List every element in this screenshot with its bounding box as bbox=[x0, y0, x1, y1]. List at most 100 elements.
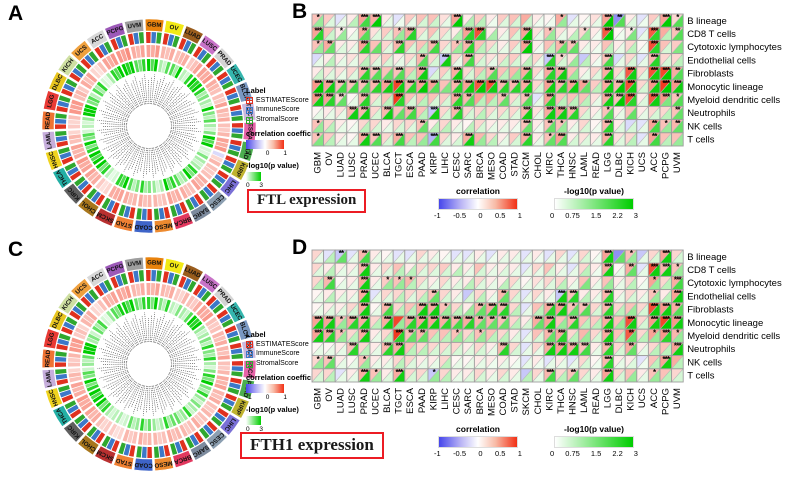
heatmap-cell bbox=[335, 106, 347, 119]
heatmap-cell bbox=[486, 120, 498, 133]
heatmap-cell bbox=[463, 67, 475, 80]
radial-value-text-mark bbox=[153, 148, 158, 172]
heatmap-cell bbox=[590, 106, 602, 119]
radial-value-text-mark bbox=[117, 142, 134, 159]
logp-gradient-bar bbox=[246, 416, 261, 425]
heatmap-grid: ********************B lineage***********… bbox=[312, 13, 782, 180]
heatmap-cell bbox=[312, 369, 324, 382]
heatmap-cell bbox=[637, 329, 649, 342]
heatmap-cell bbox=[335, 14, 347, 27]
heatmap-cell bbox=[509, 356, 521, 369]
heatmap-cell bbox=[358, 54, 370, 67]
radial-value-text-mark bbox=[150, 315, 151, 342]
radial-value-text-mark bbox=[171, 355, 195, 360]
column-label: PCPG bbox=[660, 388, 671, 415]
heatmap-cell: *** bbox=[474, 79, 486, 93]
heatmap-cell bbox=[324, 106, 336, 119]
heatmap-cell: *** bbox=[451, 79, 463, 93]
heatmap-cell: *** bbox=[382, 79, 394, 93]
heatmap-cell bbox=[428, 67, 440, 80]
heatmap-cell: *** bbox=[521, 119, 533, 133]
heatmap-cell bbox=[312, 250, 324, 263]
heatmap-cell bbox=[556, 93, 568, 106]
heatmap-cell bbox=[486, 369, 498, 382]
column-label: UVM bbox=[672, 152, 683, 173]
heatmap-cell bbox=[428, 329, 440, 342]
panel-label-a: A bbox=[8, 3, 23, 24]
heatmap-cell bbox=[544, 356, 556, 369]
column-label: LAML bbox=[579, 152, 590, 177]
radial-value-text-mark bbox=[105, 343, 129, 355]
correlation-gradient-bar bbox=[438, 436, 518, 448]
heatmap-cell bbox=[521, 14, 533, 27]
heatmap-cell: *** bbox=[532, 315, 544, 329]
heatmap-cell: ** bbox=[614, 13, 626, 27]
circos-sector: TGCT bbox=[171, 101, 256, 124]
panel-label-c: C bbox=[8, 239, 23, 260]
heatmap-cell bbox=[440, 120, 452, 133]
heatmap-cell bbox=[440, 80, 452, 93]
cancer-label: COAD bbox=[134, 461, 153, 469]
heatmap-cell: *** bbox=[393, 342, 405, 356]
heatmap-cell bbox=[509, 303, 521, 316]
heatmap-cell: *** bbox=[602, 53, 614, 67]
heatmap-cell bbox=[474, 263, 486, 276]
heatmap-cell bbox=[358, 120, 370, 133]
heatmap-cell bbox=[509, 54, 521, 67]
heatmap-cell: *** bbox=[602, 92, 614, 106]
heatmap-cell bbox=[312, 276, 324, 289]
heatmap-cell bbox=[637, 27, 649, 40]
heatmap-cell: ** bbox=[544, 328, 556, 342]
heatmap-cell bbox=[602, 276, 614, 289]
column-label: GBM bbox=[312, 152, 323, 174]
heatmap-cell bbox=[590, 342, 602, 355]
heatmap-cell bbox=[532, 342, 544, 355]
heatmap-cell bbox=[382, 133, 394, 146]
heatmap-cell bbox=[625, 14, 637, 27]
heatmap-cell: *** bbox=[405, 79, 417, 93]
heatmap-cell bbox=[521, 276, 533, 289]
heatmap-cell bbox=[324, 263, 336, 276]
heatmap-cell bbox=[486, 342, 498, 355]
heatmap-cell: *** bbox=[660, 262, 672, 276]
heatmap-cell: *** bbox=[324, 315, 336, 329]
column-label: STAD bbox=[510, 388, 521, 413]
heatmap-cell bbox=[324, 133, 336, 146]
column-label: THCA bbox=[556, 151, 567, 178]
heatmap-cell bbox=[382, 67, 394, 80]
heatmap-cell bbox=[509, 106, 521, 119]
heatmap-cell: *** bbox=[567, 315, 579, 329]
heatmap-cell bbox=[428, 342, 440, 355]
heatmap-cell bbox=[474, 290, 486, 303]
heatmap-cell bbox=[590, 80, 602, 93]
heatmap-cell: *** bbox=[324, 92, 336, 106]
radial-value-text-mark bbox=[156, 76, 165, 105]
heatmap-cell bbox=[614, 54, 626, 67]
heatmap-cell: * bbox=[648, 276, 660, 290]
heatmap-cell bbox=[370, 54, 382, 67]
radial-value-text-mark bbox=[169, 135, 193, 147]
heatmap-cell bbox=[544, 263, 556, 276]
heatmap-cell: *** bbox=[312, 26, 324, 40]
heatmap-cell bbox=[347, 369, 359, 382]
radial-value-text-mark bbox=[162, 87, 178, 109]
heatmap-cell: *** bbox=[358, 79, 370, 93]
heatmap-cell: *** bbox=[625, 315, 637, 329]
heatmap-cell bbox=[428, 14, 440, 27]
heatmap-cell: *** bbox=[498, 302, 510, 316]
heatmap-cell: *** bbox=[405, 106, 417, 120]
heatmap-cell: *** bbox=[393, 132, 405, 146]
radial-value-text-mark bbox=[124, 382, 137, 402]
heatmap-cell: *** bbox=[393, 368, 405, 382]
heatmap-cell: ** bbox=[474, 315, 486, 329]
heatmap-cell: *** bbox=[428, 106, 440, 120]
heatmap-cell bbox=[416, 133, 428, 146]
heatmap-cell: * bbox=[382, 276, 394, 290]
heatmap-cell bbox=[532, 27, 544, 40]
heatmap-cell bbox=[405, 342, 417, 355]
column-label: COAD bbox=[498, 388, 509, 416]
column-label: DLBC bbox=[614, 388, 625, 413]
heatmap-cell: *** bbox=[567, 106, 579, 120]
column-label: LUAD bbox=[336, 388, 347, 413]
